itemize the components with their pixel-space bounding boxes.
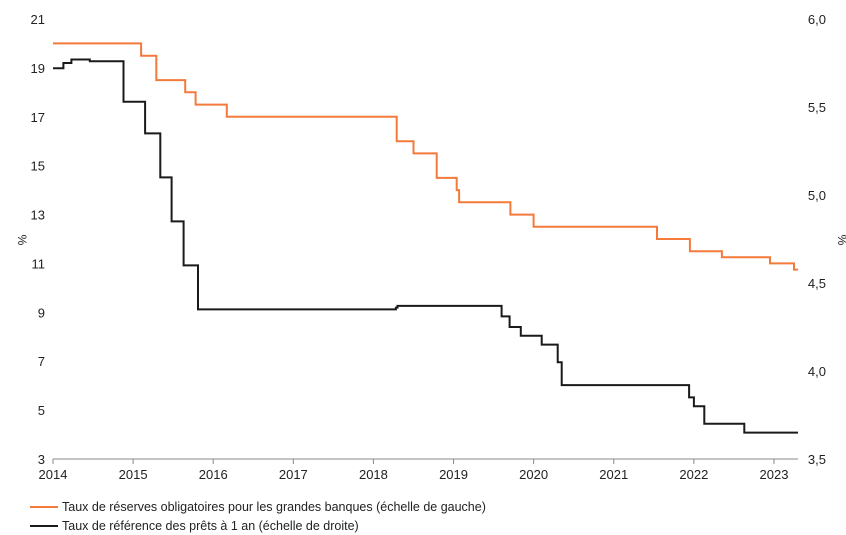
y-left-tick-label: 9 bbox=[38, 305, 45, 320]
y-left-tick-label: 15 bbox=[31, 159, 45, 174]
legend-label: Taux de référence des prêts à 1 an (éche… bbox=[62, 518, 359, 533]
x-tick-label: 2017 bbox=[279, 467, 308, 482]
y-left-tick-label: 21 bbox=[31, 12, 45, 27]
legend-item-loan-prime-rate: Taux de référence des prêts à 1 an (éche… bbox=[30, 516, 486, 535]
y-left-tick-label: 19 bbox=[31, 61, 45, 76]
x-tick-label: 2021 bbox=[599, 467, 628, 482]
legend: Taux de réserves obligatoires pour les g… bbox=[30, 497, 486, 535]
legend-item-reserve-ratio: Taux de réserves obligatoires pour les g… bbox=[30, 497, 486, 516]
y-right-tick-label: 5,0 bbox=[808, 188, 826, 203]
y-left-tick-label: 13 bbox=[31, 208, 45, 223]
y-right-tick-label: 4,0 bbox=[808, 364, 826, 379]
y-left-tick-label: 11 bbox=[32, 256, 46, 271]
x-tick-label: 2015 bbox=[119, 467, 148, 482]
x-tick-label: 2014 bbox=[39, 467, 68, 482]
x-tick-label: 2019 bbox=[439, 467, 468, 482]
y-right-tick-label: 4,5 bbox=[808, 276, 826, 291]
y-left-axis-label: % bbox=[15, 235, 29, 246]
y-left-tick-label: 7 bbox=[38, 354, 45, 369]
legend-label: Taux de réserves obligatoires pour les g… bbox=[62, 499, 486, 514]
series-line-reserve-ratio bbox=[53, 42, 798, 271]
x-tick-label: 2020 bbox=[519, 467, 548, 482]
y-left-tick-label: 17 bbox=[31, 110, 45, 125]
y-right-tick-label: 6,0 bbox=[808, 12, 826, 27]
legend-swatch-orange bbox=[30, 505, 58, 508]
x-axis-ticks: 2014 2015 2016 2017 2018 2019 2020 2021 2022 2023 bbox=[39, 459, 789, 482]
y-right-axis-ticks: 3,5 4,0 4,5 5,0 5,5 6,0 bbox=[808, 12, 826, 467]
plot-lines bbox=[53, 42, 798, 434]
x-tick-label: 2023 bbox=[760, 467, 789, 482]
chart: 2014 2015 2016 2017 2018 2019 2020 2021 2022 2023… bbox=[15, 12, 846, 482]
legend-swatch-black bbox=[30, 524, 58, 527]
series-line-loan-prime-rate bbox=[53, 58, 798, 434]
x-tick-label: 2018 bbox=[359, 467, 388, 482]
y-left-axis-ticks: 3 5 7 9 11 13 15 17 19 21 bbox=[31, 12, 45, 467]
x-tick-label: 2022 bbox=[679, 467, 708, 482]
y-right-tick-label: 3,5 bbox=[808, 452, 826, 467]
y-right-axis-label: % bbox=[835, 235, 846, 246]
y-left-tick-label: 3 bbox=[38, 452, 45, 467]
y-right-tick-label: 5,5 bbox=[808, 100, 826, 115]
x-tick-label: 2016 bbox=[199, 467, 228, 482]
y-left-tick-label: 5 bbox=[38, 403, 45, 418]
